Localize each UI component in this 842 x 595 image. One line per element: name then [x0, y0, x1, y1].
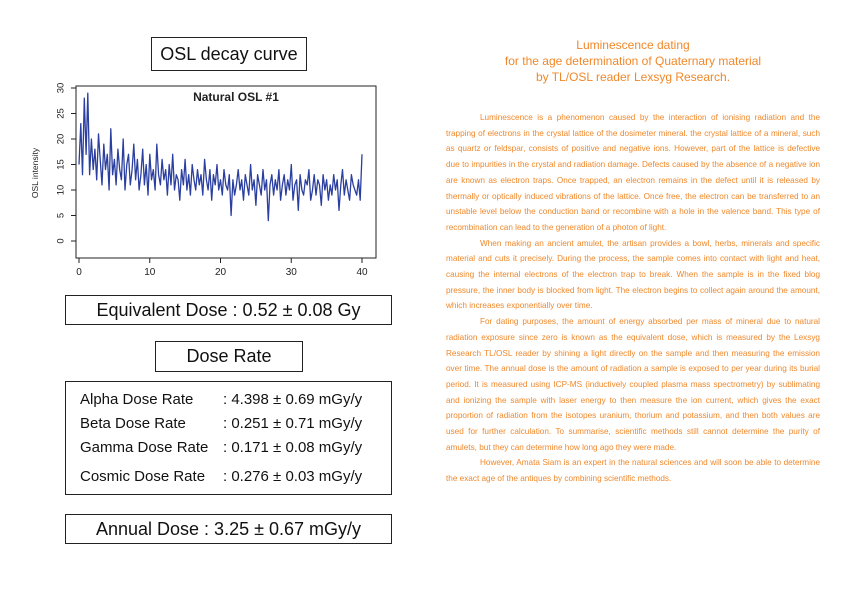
- y-axis-label: OSL intensity: [30, 147, 40, 198]
- equivalent-dose-text: Equivalent Dose : 0.52 ± 0.08 Gy: [96, 299, 361, 320]
- dose-rate-label: Cosmic Dose Rate: [80, 468, 206, 485]
- annual-dose-box: Annual Dose : 3.25 ± 0.67 mGy/y: [65, 514, 392, 544]
- dose-rate-value: : 4.398 ± 0.69 mGy/y: [223, 391, 363, 408]
- y-tick-label: 30: [56, 83, 67, 94]
- dose-rate-label: Gamma Dose Rate: [80, 439, 209, 456]
- osl-decay-chart-svg: Natural OSL #1 OSL intensity 0 5 10 15 20 25 30 0…: [30, 83, 377, 278]
- article-paragraph: Luminescence is a phenomenon caused by t…: [446, 113, 820, 232]
- dose-rate-title-box: Dose Rate: [155, 341, 303, 372]
- article: Luminescence dating for the age determin…: [446, 37, 820, 487]
- osl-title: OSL decay curve: [160, 43, 298, 64]
- article-paragraph: However, Amata Siam is an expert in the …: [446, 458, 820, 484]
- x-tick-label: 40: [356, 267, 368, 278]
- annual-dose-text: Annual Dose : 3.25 ± 0.67 mGy/y: [95, 518, 362, 539]
- article-title-line: for the age determination of Quaternary …: [504, 54, 762, 68]
- dose-rate-label: Beta Dose Rate: [80, 415, 186, 432]
- y-tick-label: 0: [56, 238, 67, 243]
- dose-rate-label: Alpha Dose Rate: [80, 391, 194, 408]
- x-tick-label: 0: [76, 267, 82, 278]
- y-tick-label: 15: [56, 159, 67, 170]
- dose-rate-value: : 0.171 ± 0.08 mGy/y: [223, 439, 363, 456]
- y-tick-label: 25: [56, 108, 67, 119]
- dose-rate-title: Dose Rate: [186, 346, 272, 366]
- y-tick-label: 5: [56, 213, 67, 218]
- y-tick-label: 10: [56, 185, 67, 196]
- x-tick-label: 30: [286, 267, 298, 278]
- article-title-line: by TL/OSL reader Lexsyg Research.: [535, 70, 731, 84]
- x-tick-label: 20: [215, 267, 227, 278]
- article-title-line: Luminescence dating: [576, 38, 690, 52]
- dose-rate-value: : 0.251 ± 0.71 mGy/y: [223, 415, 363, 432]
- article-paragraph: For dating purposes, the amount of energ…: [446, 317, 820, 452]
- dose-rate-value: : 0.276 ± 0.03 mGy/y: [223, 468, 363, 485]
- article-title: Luminescence dating for the age determin…: [446, 37, 820, 85]
- article-paragraph: When making an ancient amulet, the artis…: [446, 238, 820, 311]
- osl-series-line: [78, 92, 363, 222]
- dose-rate-table: Alpha Dose Rate : 4.398 ± 0.69 mGy/y Bet…: [65, 381, 392, 495]
- x-tick-label: 10: [144, 267, 156, 278]
- equivalent-dose-box: Equivalent Dose : 0.52 ± 0.08 Gy: [65, 295, 392, 325]
- osl-title-box: OSL decay curve: [151, 37, 307, 71]
- osl-decay-chart: Natural OSL #1 OSL intensity 0 5 10 15 20 25 30 0…: [26, 78, 386, 288]
- chart-title: Natural OSL #1: [193, 90, 279, 104]
- y-tick-label: 20: [56, 134, 67, 145]
- plot-frame: [75, 85, 377, 259]
